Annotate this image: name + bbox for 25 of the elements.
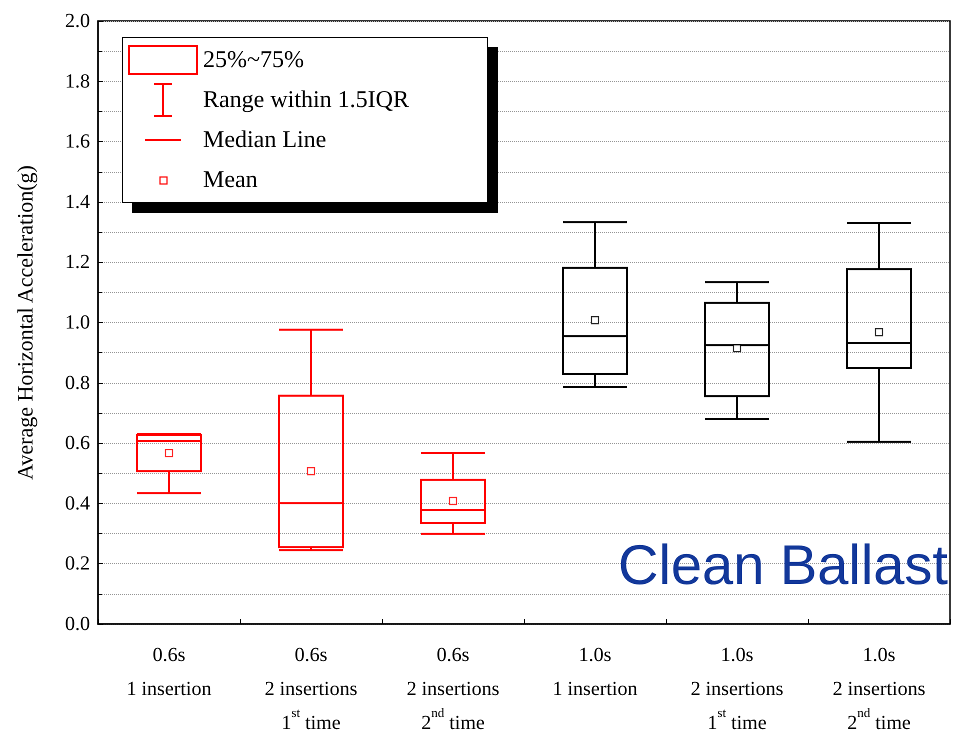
point [590, 316, 600, 324]
y-tick-label: 1.0 [65, 312, 90, 334]
point [164, 448, 174, 458]
y-tick-label: 0.2 [65, 552, 90, 575]
y-tick-label: 0.8 [65, 372, 90, 394]
y-tick-label: 1.6 [65, 130, 90, 153]
x-tick-label: 1.0s 1 insertion [552, 644, 638, 700]
y-tick-label: 2.0 [65, 10, 90, 32]
annotation: Clean Ballast [618, 532, 948, 597]
y-tick-label: 1.8 [65, 70, 90, 92]
annotation: Range within 1.5IQR [203, 86, 409, 114]
point [306, 467, 316, 476]
annotation: Median Line [203, 126, 326, 154]
x-tick-label: 0.6s 1 insertion [126, 644, 212, 700]
point [448, 496, 458, 506]
y-tick-label: 0.4 [65, 492, 90, 514]
legend-label: Mean [203, 166, 258, 194]
y-tick-label: 0.6 [65, 432, 90, 454]
y-axis-title: Average Horizontal Acceleration(g) [12, 165, 38, 480]
y-tick-label: 1.2 [65, 251, 90, 274]
point [874, 328, 884, 336]
legend-label: 25%~75% [203, 46, 304, 74]
y-tick-label: 0.0 [65, 613, 90, 635]
y-tick-label: 1.4 [65, 190, 90, 213]
point [732, 344, 742, 352]
